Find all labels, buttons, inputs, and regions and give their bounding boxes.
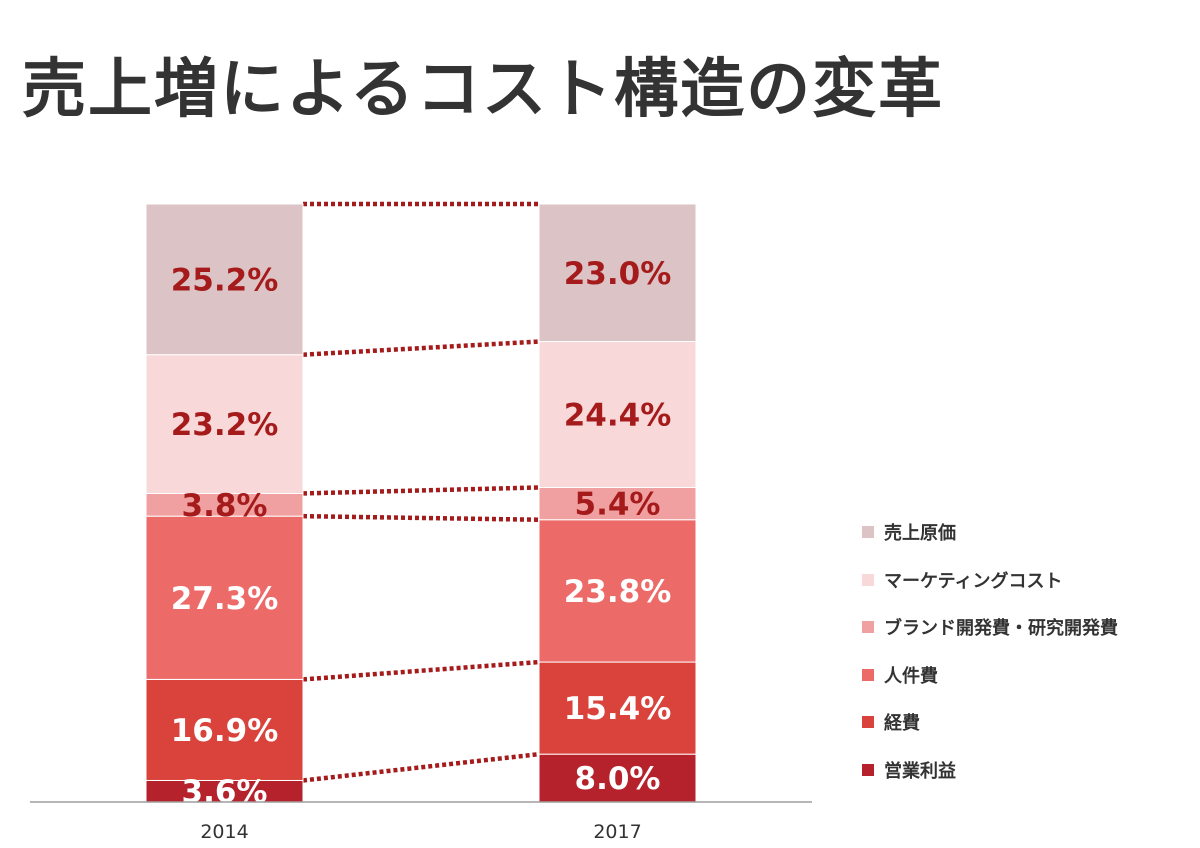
legend-label: 人件費 (884, 665, 938, 687)
legend-label: 売上原価 (884, 523, 956, 544)
data-label-2017-series-2: 23.8% (564, 574, 672, 610)
bar-segment-2014-series-5 (145, 203, 304, 356)
legend: 売上原価マーケティングコストブランド開発費・研究開発費 人件費経費営業利益 (862, 520, 1118, 805)
legend-item: 経費 (862, 710, 1118, 734)
x-tick-labels: 2014 2017 (200, 821, 641, 843)
segment-labels: 3.6% 16.9% 27.3% 3.8% 23.2% 25.2% 8.0% 15.4% 23.… (171, 256, 672, 810)
data-label-2014-series-3: 3.8% (182, 488, 268, 524)
legend-swatch (862, 621, 874, 633)
bar-segment-2017-series-4 (538, 341, 697, 488)
data-label-2014-series-5: 25.2% (171, 262, 279, 298)
legend-item: 営業利益 (862, 758, 1118, 782)
bar-segment-2014-series-1 (145, 678, 304, 781)
data-label-2017-series-4: 24.4% (564, 397, 672, 433)
legend-label: マーケティングコスト (884, 570, 1063, 592)
legend-label: 経費 (884, 713, 920, 734)
legend-swatch (862, 763, 874, 776)
data-label-2014-series-1: 16.9% (171, 713, 279, 749)
legend-swatch (862, 526, 874, 538)
connector-line (302, 751, 540, 783)
data-label-2017-series-3: 5.4% (575, 487, 661, 523)
data-label-2017-series-0: 8.0% (575, 761, 661, 797)
data-label-2014-series-0: 3.6% (182, 774, 268, 810)
x-tick-2017: 2017 (593, 821, 641, 843)
connector-line (302, 659, 540, 682)
connector-line (302, 339, 540, 357)
bar-segment-2014-series-4 (145, 354, 304, 494)
data-label-2017-series-5: 23.0% (564, 256, 672, 292)
legend-label: 営業利益 (884, 760, 956, 782)
data-label-2014-series-4: 23.2% (171, 407, 279, 443)
legend-label: ブランド開発費・研究開発費 (884, 618, 1118, 639)
bar-segment-2017-series-5 (538, 203, 697, 343)
connector-line (302, 513, 540, 522)
bars (145, 203, 697, 803)
bar-segment-2014-series-2 (145, 515, 304, 680)
page-title: 売上増によるコスト構造の変革 (22, 53, 945, 127)
legend-swatch (862, 716, 874, 728)
bar-segment-2017-series-0 (538, 753, 697, 803)
legend-swatch (862, 668, 874, 681)
bar-segment-2017-series-2 (538, 519, 697, 663)
legend-item: 売上原価 (862, 520, 1118, 544)
connector-line (302, 485, 540, 496)
bar-segment-2017-series-1 (538, 661, 697, 755)
data-label-2017-series-1: 15.4% (564, 691, 672, 727)
legend-item: ブランド開発費・研究開発費 (862, 615, 1118, 639)
x-tick-2014: 2014 (200, 821, 248, 843)
legend-item: 人件費 (862, 663, 1118, 687)
legend-item: マーケティングコスト (862, 568, 1118, 592)
legend-swatch (862, 573, 874, 586)
data-label-2014-series-2: 27.3% (171, 581, 279, 617)
connector-lines (302, 201, 540, 783)
